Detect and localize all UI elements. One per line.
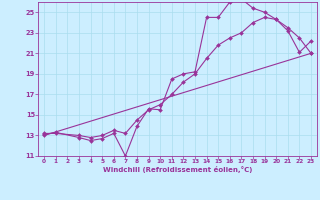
X-axis label: Windchill (Refroidissement éolien,°C): Windchill (Refroidissement éolien,°C)	[103, 166, 252, 173]
